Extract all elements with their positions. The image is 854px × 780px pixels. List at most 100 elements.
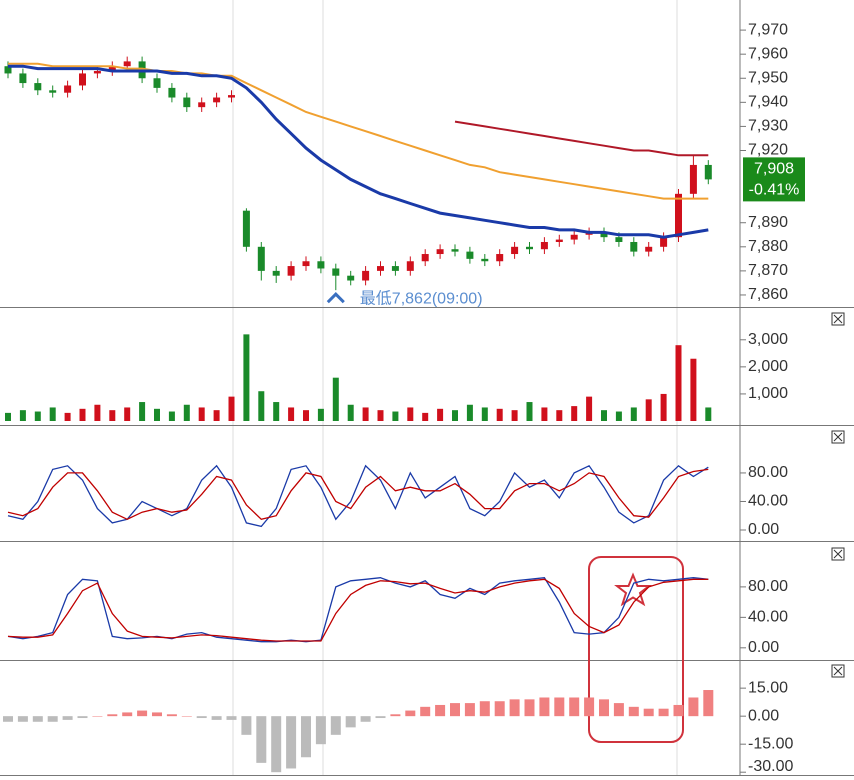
candle-body xyxy=(242,210,250,247)
last-price: 7,908 xyxy=(754,161,794,178)
candle-body xyxy=(466,251,474,259)
histogram-bar xyxy=(613,703,624,717)
volume-bar xyxy=(139,402,146,421)
volume-bar xyxy=(541,407,548,421)
y-tick-label: 2,000 xyxy=(748,358,788,375)
volume-bar xyxy=(392,411,399,421)
candle-body xyxy=(704,164,712,180)
histogram-bar xyxy=(211,716,222,720)
volume-bar xyxy=(630,407,637,421)
candle-body xyxy=(421,254,429,262)
candle-body xyxy=(675,193,682,238)
volume-bar xyxy=(64,412,71,421)
candle-body xyxy=(153,78,161,88)
candle-body xyxy=(287,266,295,276)
volume-bar xyxy=(377,410,384,421)
change-label: -0.41% xyxy=(749,182,800,199)
volume-bar xyxy=(675,345,682,421)
histogram-bar xyxy=(32,716,43,722)
candle-body xyxy=(511,246,519,255)
histogram-bar xyxy=(479,701,490,717)
y-tick-label: 7,870 xyxy=(748,262,788,279)
candle-body xyxy=(406,261,414,271)
close-button[interactable] xyxy=(831,312,845,326)
histogram-bar xyxy=(271,716,282,773)
low-annotation: 最低7,862(09:00) xyxy=(360,289,483,307)
volume-bar xyxy=(5,412,11,421)
candle-body xyxy=(630,241,638,252)
y-tick-label: 3,000 xyxy=(748,331,788,348)
histogram-bar xyxy=(77,716,88,719)
volume-bar xyxy=(466,404,473,421)
volume-bar xyxy=(705,407,712,421)
volume-bar xyxy=(34,411,41,421)
histogram-bar xyxy=(226,716,237,720)
y-tick-label: 7,960 xyxy=(748,45,788,62)
candle-body xyxy=(451,249,459,252)
y-tick-label: 40.00 xyxy=(748,609,788,626)
y-tick-label: 7,970 xyxy=(748,21,788,38)
candle-body xyxy=(4,66,12,74)
candle-body xyxy=(555,239,563,242)
candle-body xyxy=(123,61,131,67)
volume-bar xyxy=(228,396,235,421)
candle-body xyxy=(362,270,370,281)
volume-bar xyxy=(183,404,190,421)
close-button[interactable] xyxy=(831,430,845,444)
y-tick-label: 0.00 xyxy=(748,707,779,724)
histogram-bar xyxy=(17,716,28,722)
volume-bar xyxy=(317,408,324,421)
y-tick-label: 15.00 xyxy=(748,679,788,696)
volume-bar xyxy=(109,410,116,421)
histogram-bar xyxy=(628,706,639,717)
y-tick-label: 80.00 xyxy=(748,578,788,595)
histogram-bar xyxy=(181,716,192,717)
histogram-bar xyxy=(509,699,520,717)
candle-body xyxy=(302,261,310,267)
candle-body xyxy=(272,270,280,276)
candle-body xyxy=(49,90,57,93)
y-tick-label: -30.00 xyxy=(748,758,793,775)
histogram-bar xyxy=(464,703,475,717)
candle-body xyxy=(600,232,608,238)
candle-body xyxy=(377,266,384,271)
y-tick-label: 80.00 xyxy=(748,464,788,481)
close-button[interactable] xyxy=(831,547,845,561)
histogram-bar xyxy=(435,704,446,717)
volume-bar xyxy=(124,407,131,421)
moving-average xyxy=(454,120,709,157)
histogram-bar xyxy=(703,690,714,717)
volume-bar xyxy=(94,404,101,421)
candle-body xyxy=(540,241,548,250)
y-tick-label: 7,940 xyxy=(748,94,788,111)
close-button-cross xyxy=(833,549,843,559)
histogram-bar xyxy=(599,699,609,717)
candle-body xyxy=(645,246,653,252)
y-tick-label: 7,890 xyxy=(748,214,788,231)
histogram-bar xyxy=(137,710,148,717)
candle-body xyxy=(183,97,191,108)
candle-body xyxy=(79,73,86,86)
histogram-bar xyxy=(315,716,326,745)
histogram-bar xyxy=(554,697,565,717)
volume-bar xyxy=(586,396,593,421)
volume-bar xyxy=(198,407,205,421)
volume-bar xyxy=(49,407,56,421)
histogram-bar xyxy=(330,716,341,735)
histogram-bar xyxy=(3,716,13,722)
volume-bar xyxy=(437,408,444,421)
close-button-cross xyxy=(833,432,843,442)
volume-bar xyxy=(571,406,578,421)
histogram-bar xyxy=(196,716,207,719)
histogram-bar xyxy=(92,716,103,717)
candle-body xyxy=(391,266,399,271)
histogram-bar xyxy=(658,708,669,717)
candle-body xyxy=(496,254,504,262)
volume-bar xyxy=(258,391,265,421)
close-button[interactable] xyxy=(831,664,845,678)
volume-bar xyxy=(243,334,250,421)
volume-bar xyxy=(213,410,220,421)
histogram-bar xyxy=(673,704,684,717)
oscillator-line xyxy=(7,577,709,643)
